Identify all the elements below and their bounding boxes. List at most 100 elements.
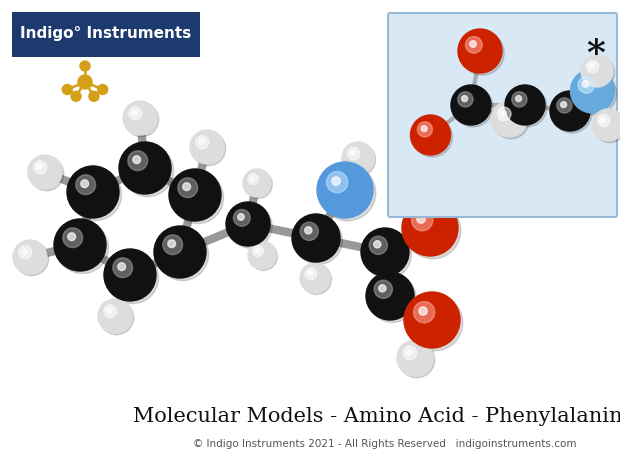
Circle shape: [98, 85, 108, 94]
Circle shape: [132, 110, 137, 115]
Circle shape: [462, 96, 467, 101]
Circle shape: [76, 175, 95, 194]
Circle shape: [374, 280, 392, 299]
Circle shape: [374, 241, 381, 248]
Circle shape: [453, 87, 493, 127]
Circle shape: [300, 263, 330, 293]
Circle shape: [414, 301, 435, 323]
Circle shape: [168, 240, 175, 247]
Circle shape: [369, 236, 388, 254]
Circle shape: [460, 31, 504, 75]
Circle shape: [407, 295, 463, 351]
Circle shape: [169, 169, 221, 221]
Circle shape: [190, 130, 224, 164]
Circle shape: [305, 268, 316, 279]
Circle shape: [67, 166, 119, 218]
Circle shape: [466, 36, 482, 53]
Circle shape: [107, 308, 112, 313]
Circle shape: [493, 103, 529, 139]
Circle shape: [407, 350, 412, 355]
Circle shape: [89, 91, 99, 101]
Circle shape: [573, 71, 617, 115]
Circle shape: [412, 117, 453, 157]
Circle shape: [33, 161, 46, 174]
Circle shape: [118, 263, 126, 271]
Circle shape: [417, 122, 433, 137]
FancyBboxPatch shape: [388, 13, 617, 217]
Circle shape: [228, 204, 272, 248]
Circle shape: [199, 139, 204, 144]
Circle shape: [63, 85, 73, 94]
Circle shape: [154, 226, 206, 278]
Circle shape: [244, 170, 272, 199]
Circle shape: [363, 230, 412, 279]
Circle shape: [601, 118, 606, 122]
Circle shape: [410, 115, 451, 155]
Circle shape: [590, 64, 595, 68]
Circle shape: [587, 60, 598, 73]
Text: *: *: [586, 37, 605, 71]
Circle shape: [402, 200, 458, 256]
Circle shape: [399, 342, 435, 378]
Circle shape: [292, 214, 340, 262]
Circle shape: [308, 271, 312, 275]
Circle shape: [100, 301, 134, 335]
Circle shape: [28, 155, 62, 189]
Circle shape: [80, 61, 90, 71]
Circle shape: [69, 169, 122, 220]
Circle shape: [54, 219, 106, 271]
Circle shape: [343, 144, 376, 176]
Circle shape: [397, 340, 433, 376]
Circle shape: [63, 228, 82, 247]
Circle shape: [104, 305, 117, 318]
Circle shape: [294, 216, 342, 265]
Circle shape: [557, 98, 572, 113]
Circle shape: [458, 92, 473, 107]
Circle shape: [163, 235, 183, 255]
Circle shape: [507, 87, 547, 127]
Circle shape: [196, 136, 209, 149]
Circle shape: [552, 93, 592, 133]
Circle shape: [583, 57, 614, 89]
Circle shape: [512, 92, 527, 107]
Circle shape: [19, 246, 32, 259]
Circle shape: [172, 172, 224, 224]
Circle shape: [192, 132, 226, 166]
Circle shape: [327, 172, 348, 193]
Circle shape: [594, 111, 620, 143]
Circle shape: [301, 265, 332, 294]
Circle shape: [320, 165, 376, 221]
Circle shape: [592, 109, 620, 141]
Circle shape: [417, 215, 425, 223]
Circle shape: [403, 346, 417, 360]
Circle shape: [15, 242, 49, 276]
Circle shape: [30, 157, 64, 191]
Circle shape: [128, 151, 148, 171]
Circle shape: [332, 177, 340, 185]
Circle shape: [505, 85, 545, 125]
Circle shape: [366, 272, 414, 320]
Circle shape: [582, 80, 589, 87]
Circle shape: [248, 241, 276, 269]
Circle shape: [581, 55, 613, 87]
Circle shape: [405, 203, 461, 259]
Circle shape: [183, 183, 190, 191]
Circle shape: [368, 274, 417, 322]
Circle shape: [78, 75, 92, 89]
Circle shape: [570, 69, 614, 113]
Circle shape: [421, 126, 427, 132]
Circle shape: [107, 252, 159, 304]
Circle shape: [412, 210, 433, 231]
Circle shape: [119, 142, 171, 194]
Circle shape: [497, 107, 511, 121]
Circle shape: [342, 142, 374, 174]
Circle shape: [237, 213, 244, 220]
Circle shape: [56, 222, 108, 273]
Circle shape: [123, 101, 157, 135]
Circle shape: [578, 76, 595, 93]
Circle shape: [550, 91, 590, 131]
Circle shape: [248, 174, 259, 185]
Circle shape: [404, 292, 460, 348]
Circle shape: [317, 162, 373, 218]
Circle shape: [243, 169, 271, 197]
